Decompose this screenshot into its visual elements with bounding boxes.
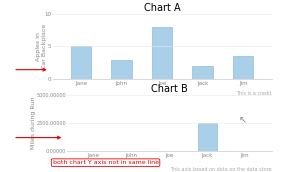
Text: ↖: ↖ <box>239 115 247 125</box>
Title: Chart A: Chart A <box>144 3 180 13</box>
Y-axis label: Apples in
Car Backplace: Apples in Car Backplace <box>36 24 47 69</box>
Title: Chart B: Chart B <box>151 84 188 94</box>
Bar <box>71 46 91 79</box>
Bar <box>111 60 132 79</box>
Bar <box>152 27 172 79</box>
Bar <box>192 66 213 79</box>
Bar <box>233 56 253 79</box>
Text: both chart Y axis not in same line: both chart Y axis not in same line <box>53 160 159 165</box>
Text: This is a credit: This is a credit <box>236 91 272 96</box>
Y-axis label: Miles during Run: Miles during Run <box>31 97 36 149</box>
Text: This axis based on data on the data store: This axis based on data on the data stor… <box>170 167 272 172</box>
Bar <box>198 123 217 151</box>
